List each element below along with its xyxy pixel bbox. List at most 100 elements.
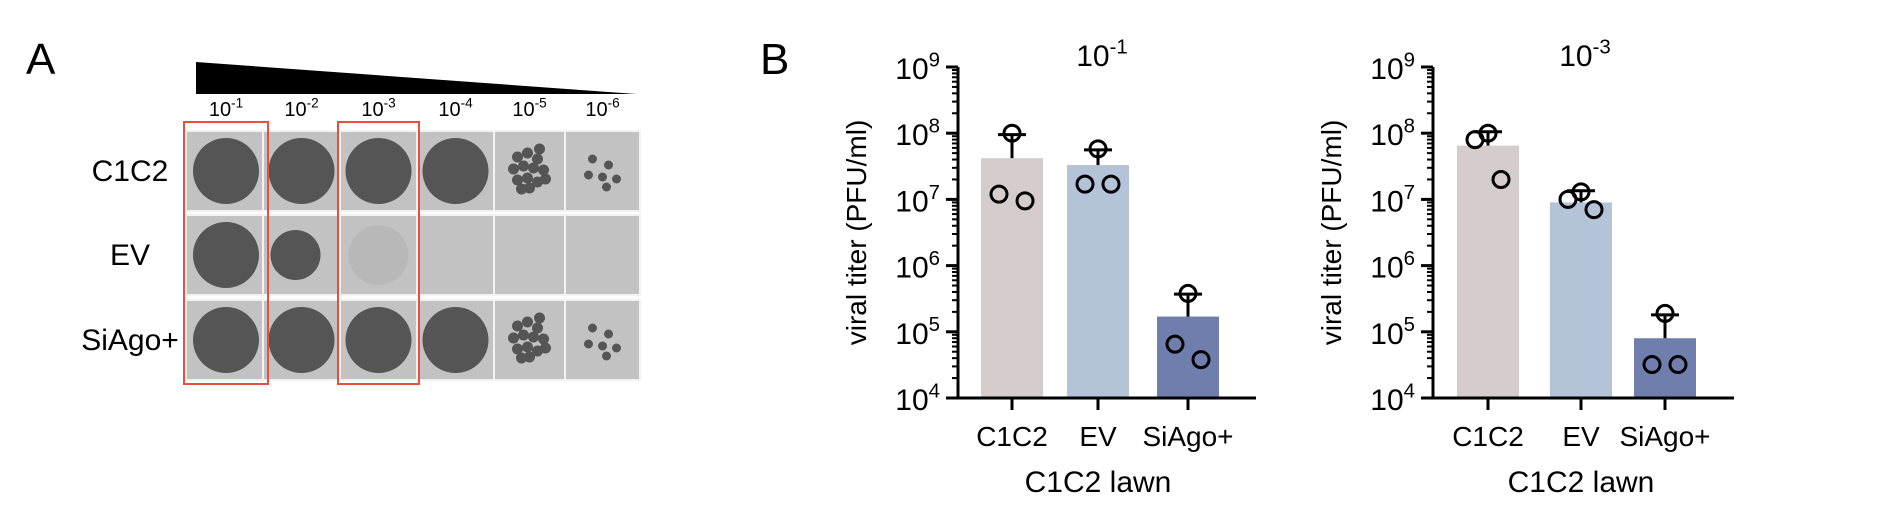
x-axis-label: C1C2 lawn (1025, 466, 1172, 499)
chart-title: 10-3 (1559, 36, 1611, 73)
dilution-label-base: 10 (361, 99, 383, 121)
y-tick-label-base: 10 (1370, 318, 1403, 351)
plate-well (564, 299, 641, 381)
dilution-label: 10-6 (585, 96, 619, 121)
x-tick-label: EV (1562, 421, 1600, 452)
data-point (1465, 130, 1485, 150)
plaque (588, 323, 597, 333)
data-point (1101, 174, 1121, 194)
data-point (1088, 139, 1108, 159)
y-tick-label-exponent: 9 (1404, 49, 1415, 71)
y-tick-label-exponent: 6 (1404, 248, 1415, 270)
x-tick-label: C1C2 (1452, 421, 1524, 452)
plate-well (493, 214, 566, 296)
plaque (528, 162, 539, 174)
plaque (512, 343, 523, 355)
plate-well (416, 214, 495, 296)
dilution-label-base: 10 (512, 99, 534, 121)
y-tick-label: 104 (895, 380, 940, 417)
plaque (512, 151, 523, 163)
y-tick-label-base: 10 (895, 384, 928, 417)
plaque (512, 174, 523, 186)
plaque (602, 182, 611, 192)
plate-well (564, 214, 641, 296)
y-tick-label-base: 10 (1370, 119, 1403, 152)
y-tick-label-base: 10 (1370, 185, 1403, 218)
y-tick-label: 105 (895, 314, 940, 351)
x-tick-label: SiAgo+ (1142, 421, 1233, 452)
data-point (1655, 303, 1675, 323)
dilution-gradient-wedge (196, 62, 636, 94)
y-tick-label: 104 (1370, 380, 1415, 417)
plaque (598, 341, 607, 351)
y-tick-label: 105 (1370, 314, 1415, 351)
plaque (524, 182, 535, 194)
plaque (612, 343, 621, 353)
plaque (522, 341, 533, 353)
x-axis-label: C1C2 lawn (1508, 466, 1655, 499)
data-point (1584, 200, 1604, 220)
y-tick-label: 109 (1370, 49, 1415, 86)
dilution-label: 10-5 (512, 96, 546, 121)
y-tick-label: 108 (895, 116, 940, 153)
plaque (508, 163, 519, 175)
plaque (612, 174, 621, 184)
plaque (522, 316, 533, 328)
bar (1550, 202, 1612, 397)
plaque (604, 329, 613, 339)
data-point (1642, 355, 1662, 375)
y-tick-label-base: 10 (895, 185, 928, 218)
row-label: SiAgo+ (81, 324, 179, 357)
bar (1067, 165, 1129, 397)
plaque (588, 154, 597, 164)
chart-title-base: 10 (1559, 40, 1592, 73)
lysis-spot (422, 138, 489, 204)
data-point (1075, 174, 1095, 194)
dilution-label-base: 10 (284, 99, 306, 121)
x-tick-label: SiAgo+ (1619, 421, 1710, 452)
dilution-label-exponent: -1 (231, 96, 243, 111)
data-point (1165, 334, 1185, 354)
lysis-spot (193, 307, 259, 373)
plaque (534, 312, 545, 324)
chart-title-exponent: -1 (1110, 36, 1128, 58)
plate-well (564, 130, 641, 212)
y-axis-label: viral titer (PFU/ml) (1316, 120, 1347, 346)
dilution-label-exponent: -3 (384, 96, 396, 111)
highlight-boxes (183, 121, 420, 385)
plaque (512, 320, 523, 332)
plaque (532, 322, 543, 334)
plaque (602, 351, 611, 361)
data-point (1178, 283, 1198, 303)
plaque (534, 143, 545, 155)
y-tick-label-exponent: 7 (1404, 182, 1415, 204)
faint-spot (348, 225, 409, 285)
y-tick-label-exponent: 8 (1404, 116, 1415, 138)
y-tick-label-base: 10 (895, 119, 928, 152)
bar (1457, 145, 1519, 397)
chart-title-base: 10 (1076, 40, 1109, 73)
dilution-label-exponent: -2 (307, 96, 319, 111)
chart-title: 10-1 (1076, 36, 1128, 73)
highlight-box (183, 121, 269, 385)
dilution-label: 10-4 (438, 96, 473, 121)
y-axis-label: viral titer (PFU/ml) (841, 120, 872, 346)
y-tick-label-exponent: 4 (1404, 380, 1415, 402)
plaque (528, 331, 539, 343)
dilution-label: 10-1 (209, 96, 243, 121)
x-tick-label: C1C2 (976, 421, 1048, 452)
plaque (518, 329, 529, 341)
lysis-spot (193, 222, 259, 288)
dilution-label-exponent: -6 (608, 96, 620, 111)
dilution-label: 10-3 (361, 96, 395, 121)
dilution-label-exponent: -4 (461, 96, 474, 111)
y-tick-label-base: 10 (895, 318, 928, 351)
lysis-spot (345, 307, 412, 373)
lysis-spot (345, 138, 412, 204)
y-tick-label-exponent: 8 (929, 116, 940, 138)
plaque (516, 352, 527, 364)
x-tick-label: EV (1079, 421, 1117, 452)
